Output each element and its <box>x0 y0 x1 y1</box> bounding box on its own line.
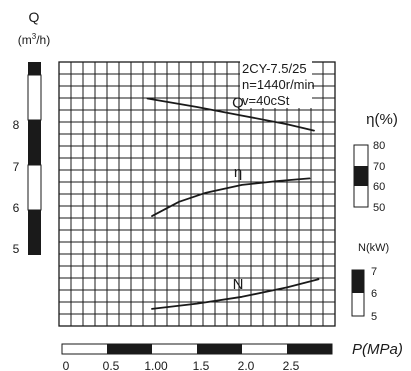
p-axis-label: P(MPa) <box>352 341 403 358</box>
p-tick-label: 0 <box>63 359 70 371</box>
n-tick-5: 5 <box>371 311 377 323</box>
eta-axis-label: η(%) <box>366 111 398 128</box>
curves-layer: Qη N <box>146 95 320 310</box>
q-tick-8: 8 <box>13 118 20 132</box>
eta-tick-70: 70 <box>373 161 385 173</box>
q-axis-unit: (m3/h) <box>18 32 50 47</box>
p-tick-label: 2.0 <box>238 359 255 371</box>
curve-label-q: Q <box>232 95 244 112</box>
curve-n <box>151 278 320 310</box>
q-axis-symbol: Q <box>29 9 40 25</box>
p-tick-label: 1.00 <box>144 359 168 371</box>
pump-model-label: 2CY-7.5/25 <box>242 61 307 76</box>
n-tick-6: 6 <box>371 288 377 300</box>
q-tick-7: 7 <box>13 160 20 174</box>
info-box-background <box>240 58 312 108</box>
p-tick-labels: 0 0.5 1.00 1.5 2.0 2.5 <box>63 359 300 371</box>
n-tick-7: 7 <box>371 266 377 278</box>
eta-tick-80: 80 <box>373 140 385 152</box>
n-axis-label: N(kW) <box>358 242 389 254</box>
eta-scale-bar <box>353 144 369 208</box>
q-scale-bar <box>27 62 42 255</box>
p-tick-label: 2.5 <box>283 359 300 371</box>
curve-label-n: N <box>233 276 244 293</box>
q-tick-5: 5 <box>13 242 20 256</box>
curve-q <box>146 97 315 132</box>
curve-label-eta: η <box>234 164 242 181</box>
p-tick-label: 0.5 <box>103 359 120 371</box>
p-scale-bar <box>61 343 333 355</box>
q-tick-6: 6 <box>13 201 20 215</box>
pump-viscosity-label: v=40cSt <box>242 93 290 108</box>
eta-tick-50: 50 <box>373 202 385 214</box>
p-tick-label: 1.5 <box>193 359 210 371</box>
curve-eta <box>151 177 311 217</box>
n-scale-bar <box>351 269 365 317</box>
eta-tick-60: 60 <box>373 181 385 193</box>
pump-speed-label: n=1440r/min <box>242 77 315 92</box>
